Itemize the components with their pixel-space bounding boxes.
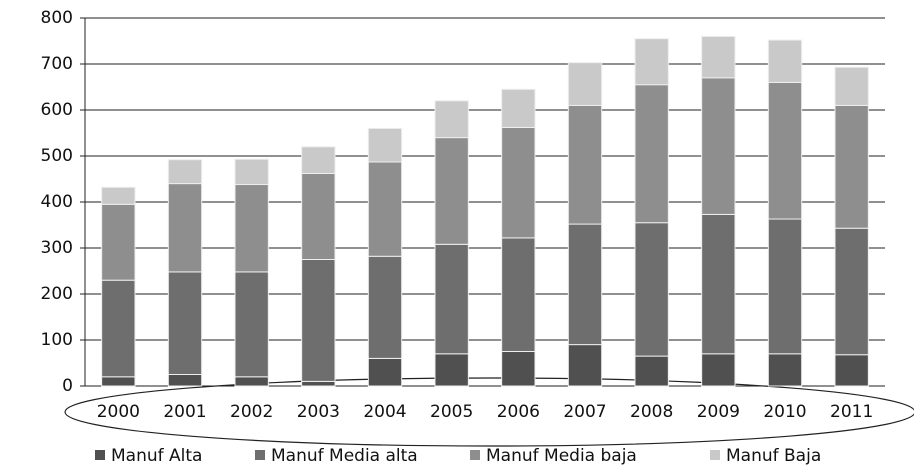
legend-swatch xyxy=(470,450,480,460)
y-tick-label: 700 xyxy=(41,54,73,74)
bar-segment xyxy=(434,353,469,387)
bar-segment xyxy=(501,351,536,387)
bar-segment xyxy=(634,355,669,387)
x-tick-label: 2011 xyxy=(830,402,873,422)
bar-segment xyxy=(501,237,536,353)
x-tick-label: 2001 xyxy=(163,402,206,422)
bar-segment xyxy=(567,344,603,387)
bar-segment xyxy=(101,376,136,387)
x-tick-label: 2005 xyxy=(430,402,473,422)
x-tick-label: 2007 xyxy=(563,402,606,422)
bar-segment xyxy=(501,88,536,128)
x-tick-label: 2010 xyxy=(763,402,806,422)
legend-swatch xyxy=(95,450,105,460)
x-tick-label: 2004 xyxy=(363,402,406,422)
bar-segment xyxy=(167,271,203,376)
bar-segment xyxy=(834,104,869,229)
bar-segment xyxy=(101,279,136,378)
y-tick-label: 800 xyxy=(41,8,73,28)
bar-segment xyxy=(234,158,269,186)
legend-label: Manuf Media baja xyxy=(486,446,637,466)
bar-segment xyxy=(767,81,803,220)
legend-label: Manuf Alta xyxy=(111,446,202,466)
bar-segment xyxy=(367,255,403,359)
y-tick-label: 200 xyxy=(41,284,73,304)
legend-label: Manuf Media alta xyxy=(271,446,418,466)
y-tick-label: 0 xyxy=(62,376,73,396)
bar-segment xyxy=(767,39,803,83)
x-tick-label: 2003 xyxy=(297,402,340,422)
x-tick-label: 2008 xyxy=(630,402,673,422)
bar-segment xyxy=(567,223,603,346)
bar-segment xyxy=(634,222,669,357)
y-tick-label: 300 xyxy=(41,238,73,258)
bar-segment xyxy=(501,126,536,239)
bar-segment xyxy=(767,353,803,387)
bar-segment xyxy=(834,66,869,106)
x-tick-label: 2009 xyxy=(697,402,740,422)
legend-swatch xyxy=(710,450,720,460)
bar-segment xyxy=(367,161,403,257)
bar-segment xyxy=(301,259,336,382)
bar-segment xyxy=(701,213,736,355)
bar-segment xyxy=(834,227,869,356)
bar-segment xyxy=(701,35,736,79)
bar-segment xyxy=(101,186,136,205)
y-tick-label: 400 xyxy=(41,192,73,212)
bar-segment xyxy=(434,100,469,139)
bar-segment xyxy=(567,104,603,225)
bar-segment xyxy=(234,271,269,378)
bar-segment xyxy=(167,374,203,387)
bar-segment xyxy=(301,380,336,387)
bar-segment xyxy=(301,146,336,174)
bar-segment xyxy=(634,38,669,86)
bar-segment xyxy=(367,357,403,387)
bar-segment xyxy=(701,77,736,215)
x-tick-label: 2006 xyxy=(497,402,540,422)
bar-segment xyxy=(301,172,336,260)
bar-segment xyxy=(767,218,803,355)
bar-segment xyxy=(167,159,203,185)
bar-segment xyxy=(634,84,669,224)
bar-segment xyxy=(167,183,203,273)
bar-segment xyxy=(367,127,403,163)
bar-segment xyxy=(701,353,736,387)
x-tick-label: 2000 xyxy=(97,402,140,422)
bar-segment xyxy=(434,137,469,245)
bar-segment xyxy=(101,203,136,281)
label-ellipse xyxy=(64,377,914,447)
y-tick-label: 100 xyxy=(41,330,73,350)
bar-segment xyxy=(834,354,869,387)
y-tick-label: 600 xyxy=(41,100,73,120)
legend-label: Manuf Baja xyxy=(726,446,821,466)
legend-swatch xyxy=(255,450,265,460)
y-tick-label: 500 xyxy=(41,146,73,166)
bar-segment xyxy=(567,62,603,106)
x-tick-label: 2002 xyxy=(230,402,273,422)
bar-segment xyxy=(234,184,269,273)
bar-segment xyxy=(234,376,269,387)
bar-segment xyxy=(434,243,469,355)
